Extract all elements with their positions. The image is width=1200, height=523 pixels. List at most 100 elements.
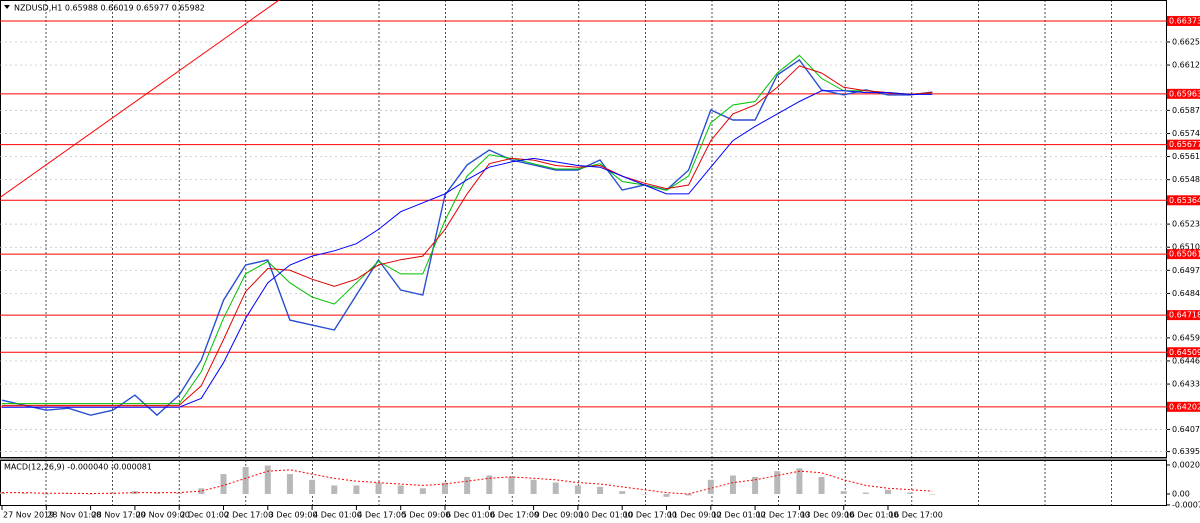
macd-bar <box>486 475 493 494</box>
x-tick-label: 16 Dec 01:00 <box>845 511 899 520</box>
signal-line <box>2 469 933 495</box>
y-tick-label: 0.64075 <box>1172 425 1200 434</box>
macd-bar <box>530 479 537 494</box>
level-label: 0.66373 <box>1169 16 1200 25</box>
macd-bar <box>43 493 50 495</box>
macd-bar <box>597 486 604 494</box>
x-tick-label: 2 Dec 01:00 <box>180 511 229 520</box>
macd-bar <box>907 492 914 494</box>
level-label: 0.65364 <box>1169 196 1200 205</box>
macd-bar <box>707 479 714 494</box>
macd-bar <box>264 465 271 494</box>
macd-bar <box>65 493 72 494</box>
macd-bar <box>818 476 825 494</box>
macd-bar <box>464 476 471 494</box>
level-label: 0.64202 <box>1169 402 1200 411</box>
y-tick-label: 0.00 <box>1172 489 1190 498</box>
title-icon <box>4 5 10 9</box>
chart-title: NZDUSD,H1 0.65988 0.66019 0.65977 0.6598… <box>14 4 205 13</box>
x-tick-label: 11 Dec 09:00 <box>668 511 722 520</box>
x-tick-label: 12 Dec 01:00 <box>712 511 766 520</box>
macd-frame <box>0 460 1167 506</box>
level-label: 0.64509 <box>1169 348 1200 357</box>
moving-average <box>2 90 933 408</box>
x-tick-label: 13 Dec 09:00 <box>800 511 854 520</box>
level-label: 0.65963 <box>1169 89 1200 98</box>
price-line <box>1 58 933 417</box>
level-label-box <box>1167 401 1200 412</box>
macd-bar <box>774 471 781 494</box>
macd-bar <box>21 493 28 494</box>
x-tick-label: 16 Dec 17:00 <box>889 511 943 520</box>
macd-bar <box>729 475 736 494</box>
x-tick-label: 2 Dec 17:00 <box>225 511 274 520</box>
level-label-box <box>1167 88 1200 99</box>
macd-bar <box>0 492 5 494</box>
macd-bar <box>198 488 205 494</box>
level-label-box <box>1167 347 1200 358</box>
macd-bar <box>685 493 692 496</box>
macd-bar <box>397 485 404 494</box>
macd-bar <box>862 492 869 494</box>
level-label: 0.65677 <box>1169 140 1200 149</box>
moving-average <box>2 54 933 405</box>
macd-bar <box>87 493 94 495</box>
x-tick-label: 4 Dec 17:00 <box>357 511 406 520</box>
x-tick-label: 28 Nov 17:00 <box>92 511 146 520</box>
macd-bar <box>552 482 559 494</box>
macd-bar <box>508 476 515 494</box>
level-label-box <box>1167 310 1200 321</box>
level-label-box <box>1167 139 1200 150</box>
macd-bar <box>663 493 670 497</box>
x-tick-label: 4 Dec 01:00 <box>313 511 362 520</box>
moving-average <box>2 65 933 406</box>
macd-bar <box>242 466 249 494</box>
x-tick-label: 3 Dec 09:00 <box>269 511 318 520</box>
x-tick-label: 29 Nov 09:00 <box>136 511 190 520</box>
level-label: 0.65061 <box>1169 250 1200 259</box>
macd-bar <box>840 491 847 494</box>
level-label: 0.64718 <box>1169 311 1200 320</box>
macd-bar <box>885 489 891 494</box>
macd-bar <box>929 493 936 495</box>
x-tick-label: 10 Dec 01:00 <box>579 511 633 520</box>
macd-bar <box>796 468 803 494</box>
macd-bar <box>752 476 759 494</box>
level-label-box <box>1167 15 1200 26</box>
macd-title: MACD(12,26,9) -0.000040 -0.000081 <box>4 463 152 472</box>
y-tick-label: -0.000769 <box>1172 500 1200 509</box>
macd-bar <box>176 492 183 494</box>
macd-bar <box>109 492 116 494</box>
x-tick-label: 28 Nov 01:00 <box>47 511 101 520</box>
macd-bar <box>353 485 360 494</box>
x-tick-label: 6 Dec 01:00 <box>446 511 495 520</box>
trendline <box>0 0 280 198</box>
macd-bar <box>641 493 648 495</box>
macd-bar <box>419 488 426 494</box>
macd-bar <box>619 491 626 494</box>
x-tick-label: 10 Dec 17:00 <box>623 511 677 520</box>
level-label-box <box>1167 195 1200 206</box>
x-tick-label: 27 Nov 2019 <box>3 511 54 520</box>
y-tick-label: 0.00204 <box>1172 460 1200 469</box>
macd-bar <box>574 485 581 494</box>
x-tick-label: 6 Dec 17:00 <box>490 511 539 520</box>
macd-bar <box>331 485 338 494</box>
main-frame <box>0 0 1167 458</box>
macd-bar <box>442 482 448 494</box>
macd-bar <box>309 479 316 494</box>
macd-bar <box>286 474 293 494</box>
y-tick-label: 0.66125 <box>1172 61 1200 70</box>
